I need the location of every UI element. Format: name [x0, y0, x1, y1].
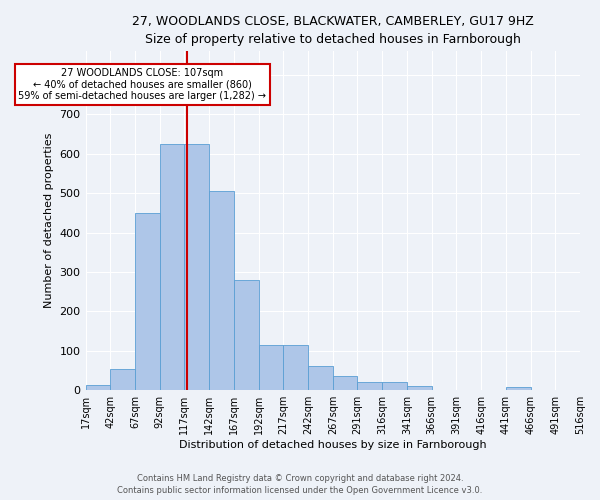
Title: 27, WOODLANDS CLOSE, BLACKWATER, CAMBERLEY, GU17 9HZ
Size of property relative t: 27, WOODLANDS CLOSE, BLACKWATER, CAMBERL…: [132, 15, 533, 46]
Y-axis label: Number of detached properties: Number of detached properties: [44, 133, 54, 308]
Text: Contains HM Land Registry data © Crown copyright and database right 2024.
Contai: Contains HM Land Registry data © Crown c…: [118, 474, 482, 495]
Bar: [382, 382, 407, 390]
Bar: [135, 213, 160, 390]
Bar: [506, 388, 530, 390]
X-axis label: Distribution of detached houses by size in Farnborough: Distribution of detached houses by size …: [179, 440, 487, 450]
Bar: [407, 386, 431, 390]
Text: 27 WOODLANDS CLOSE: 107sqm
← 40% of detached houses are smaller (860)
59% of sem: 27 WOODLANDS CLOSE: 107sqm ← 40% of deta…: [19, 68, 266, 102]
Bar: [358, 382, 382, 390]
Bar: [209, 191, 234, 390]
Bar: [259, 345, 283, 390]
Bar: [333, 376, 358, 390]
Bar: [160, 144, 184, 390]
Bar: [234, 280, 259, 390]
Bar: [308, 366, 333, 390]
Bar: [86, 386, 110, 390]
Bar: [283, 345, 308, 390]
Bar: [110, 368, 135, 390]
Bar: [184, 144, 209, 390]
